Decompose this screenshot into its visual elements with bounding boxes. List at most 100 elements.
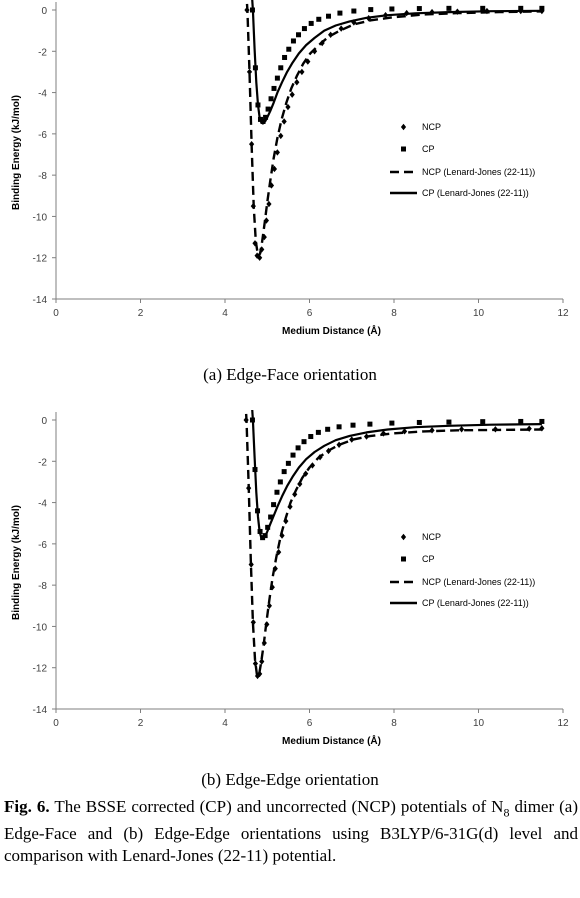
y-tick-label: -12 (33, 664, 48, 675)
x-tick-label: 2 (138, 718, 144, 729)
x-tick-label: 12 (557, 718, 569, 729)
y-tick-label: -14 (33, 705, 48, 716)
cp-point (282, 54, 288, 60)
cp-point (316, 16, 322, 22)
ncp-point (279, 532, 285, 539)
cp-point (416, 419, 422, 425)
panel-a-caption: (a) Edge-Face orientation (203, 365, 377, 384)
cp-point (301, 26, 307, 32)
cp-point (480, 5, 486, 11)
cp-point (518, 5, 524, 11)
x-axis-title: Medium Distance (Å) (282, 734, 381, 747)
x-tick-label: 2 (138, 308, 144, 319)
series-layer (244, 0, 545, 261)
cp-point (539, 5, 545, 11)
ncp-point (299, 68, 305, 76)
cp-point (260, 118, 266, 124)
y-tick-label: -10 (33, 212, 48, 223)
x-tick-label: 8 (391, 308, 397, 319)
legend-swatch-ncp (400, 123, 407, 131)
x-tick-label: 4 (222, 308, 228, 319)
legend-label: CP (Lenard-Jones (22-11)) (422, 188, 529, 198)
cp-point (268, 514, 274, 520)
series-line-cp-lj (251, 0, 542, 125)
ncp-point (526, 425, 532, 432)
cp-point (271, 85, 277, 91)
chart-edge-edge: 0 -2 -4 -6 -8 -10 -12 -14 0 2 4 6 8 10 12 Medium Distan… (11, 410, 569, 747)
figure-caption-label: Fig. 6. (4, 797, 50, 816)
figure-caption-text-1: The BSSE corrected (CP) and uncorrected … (49, 797, 504, 816)
ncp-point (303, 470, 309, 477)
plot-area: 0 -2 -4 -6 -8 -10 -12 -14 0 2 4 6 8 10 12 Medium Distan… (11, 0, 569, 337)
legend-label: CP (Lenard-Jones (22-11)) (422, 598, 529, 608)
legend: NCP CP NCP (Lenard-Jones (22-11)) CP (Lenar… (390, 122, 535, 198)
cp-point (285, 460, 291, 466)
y-tick-label: -6 (38, 130, 47, 141)
x-tick-label: 4 (222, 718, 228, 729)
y-tick-label: 0 (41, 416, 47, 427)
y-tick-label: -8 (38, 171, 47, 182)
y-tick-label: -2 (38, 457, 47, 468)
chart-edge-face: 0 -2 -4 -6 -8 -10 -12 -14 0 2 4 6 8 10 12 Medium Distan… (11, 0, 569, 337)
ncp-point (285, 103, 291, 111)
legend-swatch-cp (401, 146, 406, 152)
cp-point (351, 8, 357, 14)
legend-label: CP (422, 144, 435, 154)
ncp-point (254, 252, 260, 259)
y-tick-label: -14 (33, 295, 48, 306)
cp-point (518, 418, 524, 424)
cp-point (367, 421, 373, 427)
cp-point (325, 426, 331, 432)
x-tick-label: 10 (473, 718, 485, 729)
legend-swatch-cp (401, 556, 406, 562)
y-tick-label: -12 (33, 254, 48, 265)
y-tick-label: -4 (38, 89, 47, 100)
x-axis-title: Medium Distance (Å) (282, 324, 381, 337)
ncp-point (349, 436, 355, 443)
cp-point (265, 524, 271, 530)
x-tick-label: 6 (307, 718, 313, 729)
cp-point (274, 75, 280, 81)
x-tick-label: 10 (473, 308, 485, 319)
legend-label: NCP (422, 532, 441, 542)
legend: NCP CP NCP (Lenard-Jones (22-11)) CP (Lenar… (390, 532, 535, 608)
cp-point (295, 445, 301, 451)
y-tick-label: -6 (38, 540, 47, 551)
plot-area: 0 -2 -4 -6 -8 -10 -12 -14 0 2 4 6 8 10 12 Medium Distan… (11, 410, 569, 747)
y-axis-title: Binding Energy (kJ/mol) (11, 95, 22, 210)
x-tick-label: 6 (307, 308, 313, 319)
cp-point (326, 13, 332, 19)
ncp-point (289, 91, 295, 98)
ncp-point (266, 200, 272, 208)
ncp-point (246, 68, 253, 76)
cp-point (286, 46, 292, 52)
x-tick-label: 0 (53, 718, 59, 729)
cp-point (265, 106, 271, 112)
cp-point (290, 452, 296, 458)
ncp-point (294, 79, 300, 86)
cp-point (263, 114, 269, 120)
x-tick-label: 8 (391, 718, 397, 729)
ncp-point (276, 548, 282, 556)
cp-point (389, 6, 395, 12)
legend-label: NCP (422, 122, 441, 132)
ncp-point (278, 132, 284, 140)
cp-point (539, 418, 545, 424)
cp-point (268, 96, 274, 102)
legend-swatch-ncp (400, 533, 407, 541)
cp-point (277, 479, 283, 485)
legend-label: NCP (Lenard-Jones (22-11)) (422, 167, 535, 177)
figure-caption-subscript: 8 (503, 805, 510, 820)
ncp-point (274, 149, 280, 156)
legend-label: NCP (Lenard-Jones (22-11)) (422, 577, 535, 587)
ncp-point (263, 217, 270, 224)
ncp-point (254, 672, 261, 680)
cp-point (308, 20, 314, 26)
figure-caption-text-2: dimer (a) Edge-Face and (b) Edge-Edge or… (4, 797, 578, 866)
x-tick-label: 12 (557, 308, 569, 319)
y-tick-label: 0 (41, 6, 47, 17)
ncp-point (539, 425, 545, 432)
cp-point (416, 6, 422, 12)
ncp-point (297, 480, 303, 488)
